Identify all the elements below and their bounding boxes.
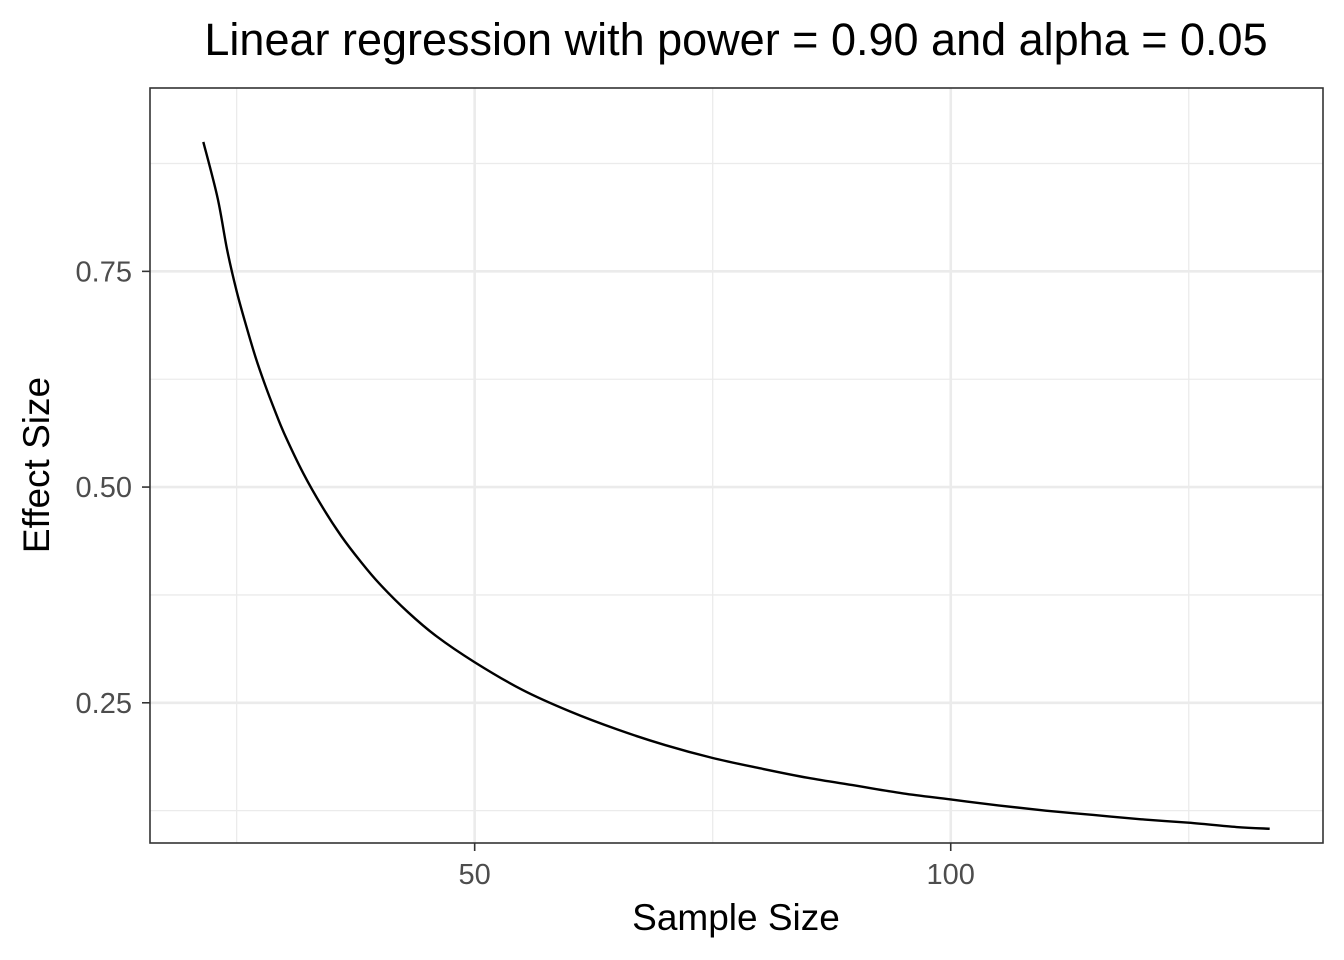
y-tick-label: 0.75 — [76, 256, 132, 288]
major-gridlines — [150, 88, 1323, 843]
y-axis-title: Effect Size — [16, 377, 57, 553]
x-axis-ticks: 50 100 — [459, 843, 975, 891]
y-tick-label: 0.25 — [76, 688, 132, 720]
series-line — [202, 141, 1270, 830]
panel-border — [149, 87, 1324, 844]
x-tick-label: 50 — [459, 859, 491, 891]
chart-title: Linear regression with power = 0.90 and … — [204, 14, 1267, 65]
x-axis-title: Sample Size — [632, 897, 840, 938]
series-layer — [202, 141, 1270, 830]
minor-gridlines — [150, 88, 1323, 843]
x-tick-label: 100 — [927, 859, 975, 891]
y-axis-ticks: 0.25 0.50 0.75 — [76, 256, 150, 720]
y-tick-label: 0.50 — [76, 472, 132, 504]
